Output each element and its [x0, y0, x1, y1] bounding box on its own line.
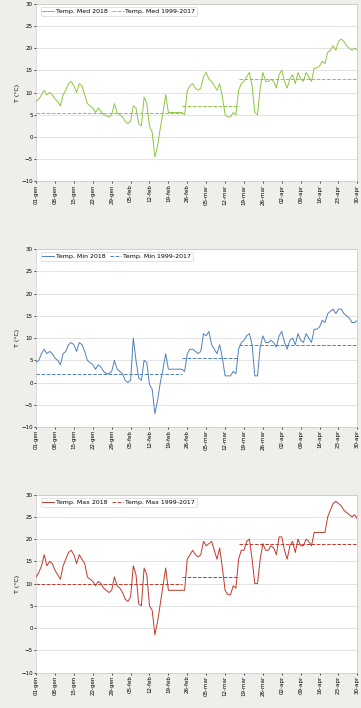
Temp. Max 1999-2017	[88, 579, 92, 588]
Temp. Med 1999-2017	[69, 108, 73, 117]
Line: Temp. Min 2018: Temp. Min 2018	[36, 309, 357, 413]
Temp. Max 2018	[334, 497, 338, 506]
Temp. Min 1999-2017	[164, 370, 168, 378]
Temp. Max 2018	[34, 573, 38, 581]
Temp. Max 1999-2017	[177, 579, 181, 588]
Temp. Max 2018	[153, 631, 157, 639]
Temp. Min 2018	[120, 370, 125, 378]
Temp. Min 2018	[258, 343, 262, 351]
Y-axis label: T (°C): T (°C)	[14, 84, 19, 101]
Temp. Min 2018	[101, 367, 106, 376]
Temp. Med 2018	[101, 110, 106, 119]
Y-axis label: T (°C): T (°C)	[14, 329, 19, 347]
Temp. Min 1999-2017	[69, 370, 73, 378]
Temp. Max 1999-2017	[69, 579, 73, 588]
Temp. Min 1999-2017	[88, 370, 92, 378]
Temp. Min 2018	[331, 305, 335, 314]
Temp. Max 2018	[215, 555, 219, 564]
Temp. Max 2018	[355, 515, 360, 523]
Temp. Med 1999-2017	[88, 108, 92, 117]
Temp. Max 2018	[350, 513, 354, 521]
Temp. Min 1999-2017	[61, 370, 65, 378]
Temp. Med 2018	[291, 71, 295, 79]
Temp. Med 1999-2017	[61, 108, 65, 117]
Temp. Med 1999-2017	[34, 108, 38, 117]
Temp. Med 2018	[350, 46, 354, 55]
Temp. Med 2018	[34, 97, 38, 105]
Temp. Min 1999-2017	[34, 370, 38, 378]
Temp. Med 2018	[355, 46, 360, 55]
Temp. Med 1999-2017	[180, 108, 184, 117]
Temp. Min 2018	[355, 316, 360, 324]
Temp. Max 1999-2017	[164, 579, 168, 588]
Temp. Med 2018	[153, 153, 157, 161]
Temp. Max 2018	[101, 584, 106, 593]
Temp. Min 2018	[350, 319, 354, 327]
Temp. Med 2018	[215, 86, 219, 95]
Temp. Min 1999-2017	[180, 370, 184, 378]
Temp. Max 1999-2017	[61, 579, 65, 588]
Legend: Temp. Med 2018, Temp. Med 1999-2017: Temp. Med 2018, Temp. Med 1999-2017	[40, 6, 197, 16]
Legend: Temp. Max 2018, Temp. Max 1999-2017: Temp. Max 2018, Temp. Max 1999-2017	[40, 498, 197, 507]
Temp. Med 2018	[120, 113, 125, 121]
Temp. Med 1999-2017	[50, 108, 55, 117]
Temp. Med 1999-2017	[164, 108, 168, 117]
Temp. Min 2018	[215, 349, 219, 358]
Temp. Max 2018	[258, 555, 262, 564]
Temp. Min 1999-2017	[177, 370, 181, 378]
Line: Temp. Max 2018: Temp. Max 2018	[36, 501, 357, 635]
Temp. Med 2018	[258, 84, 262, 92]
Line: Temp. Med 2018: Temp. Med 2018	[36, 39, 357, 157]
Temp. Max 1999-2017	[180, 579, 184, 588]
Temp. Max 1999-2017	[34, 579, 38, 588]
Temp. Med 2018	[339, 35, 343, 43]
Y-axis label: T (°C): T (°C)	[14, 575, 19, 593]
Temp. Max 2018	[120, 588, 125, 597]
Temp. Max 2018	[291, 537, 295, 546]
Temp. Min 2018	[34, 358, 38, 367]
Temp. Min 2018	[153, 409, 157, 418]
Temp. Min 2018	[291, 334, 295, 343]
Temp. Min 1999-2017	[50, 370, 55, 378]
Temp. Med 1999-2017	[177, 108, 181, 117]
Legend: Temp. Min 2018, Temp. Min 1999-2017: Temp. Min 2018, Temp. Min 1999-2017	[40, 252, 193, 261]
Temp. Max 1999-2017	[50, 579, 55, 588]
